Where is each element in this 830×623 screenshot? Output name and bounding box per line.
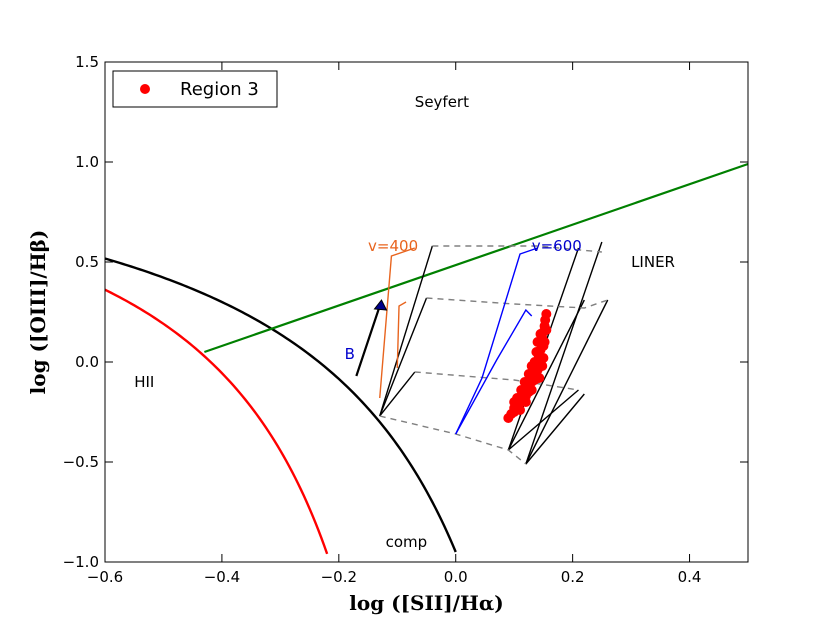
region-label: LINER: [631, 253, 675, 271]
data-point: [537, 361, 548, 371]
v600-track-outer: [455, 247, 538, 435]
data-point: [516, 385, 527, 395]
model-grid-line: [525, 393, 585, 465]
region-label: comp: [386, 533, 428, 551]
model-grid-line: [379, 371, 416, 417]
data-point: [529, 357, 540, 367]
data-point: [526, 385, 537, 395]
data-point: [520, 397, 531, 407]
model-annotation: B: [345, 345, 355, 363]
data-point: [539, 337, 550, 347]
v400-track-inner: [396, 301, 407, 369]
axis-ticks: [104, 61, 748, 563]
x-tick-labels: −0.6 −0.4 −0.2 0.0 0.2 0.4: [87, 568, 702, 586]
model-grid-line: [525, 241, 603, 465]
x-tick-label: −0.4: [204, 568, 240, 586]
x-tick-label: 0.0: [444, 568, 468, 586]
x-axis-title: log ([SII]/Hα): [349, 591, 503, 615]
region-labels: Seyfert LINER HII comp: [134, 93, 675, 551]
model-grid-line: [507, 389, 579, 451]
data-point: [541, 325, 552, 335]
plot-frame: [104, 61, 749, 563]
v400-track: [379, 247, 416, 399]
model-grid-line: [507, 299, 585, 451]
region-label: HII: [134, 373, 154, 391]
data-point: [509, 397, 520, 407]
kewley-curve: [105, 257, 457, 553]
region-label: Seyfert: [415, 93, 469, 111]
y-tick-label: −0.5: [63, 453, 99, 471]
model-grid-line: [379, 297, 428, 417]
shock-model-grid: [355, 241, 609, 465]
y-tick-label: −1.0: [63, 553, 99, 571]
legend-label: Region 3: [180, 79, 259, 100]
model-dashed-line: [379, 415, 527, 465]
model-dashed-line: [426, 297, 608, 309]
x-tick-label: 0.2: [561, 568, 585, 586]
x-tick-label: 0.4: [678, 568, 702, 586]
data-point: [534, 373, 545, 383]
y-tick-label: 1.5: [75, 53, 99, 71]
model-dashed-line: [432, 245, 602, 253]
data-point: [531, 347, 542, 357]
y-tick-labels: −1.0 −0.5 0.0 0.5 1.0 1.5: [63, 53, 99, 571]
data-point: [523, 369, 534, 379]
region3-points: [503, 309, 552, 423]
y-tick-label: 1.0: [75, 153, 99, 171]
y-tick-label: 0.0: [75, 353, 99, 371]
x-tick-label: −0.6: [87, 568, 123, 586]
model-annotation: v=400: [368, 237, 418, 255]
x-tick-label: −0.2: [321, 568, 357, 586]
v600-track: [455, 308, 533, 435]
model-annotations: v=400 v=600 B: [345, 237, 582, 363]
plot-area: [105, 162, 748, 555]
seyfert-liner-line: [204, 162, 748, 354]
kauffmann-curve: [105, 288, 329, 555]
model-annotation: v=600: [532, 237, 582, 255]
y-tick-label: 0.5: [75, 253, 99, 271]
model-grid-line: [525, 299, 609, 465]
legend: Region 3: [112, 70, 278, 108]
model-dashed-line: [414, 371, 579, 391]
b-arrow-shaft: [355, 305, 381, 377]
data-point: [541, 309, 552, 319]
legend-marker: [140, 84, 150, 94]
data-point: [515, 405, 526, 415]
b-arrow-head: [373, 299, 388, 311]
y-axis-title: log ([OIII]/Hβ): [26, 230, 50, 395]
model-grid-line: [379, 245, 434, 417]
